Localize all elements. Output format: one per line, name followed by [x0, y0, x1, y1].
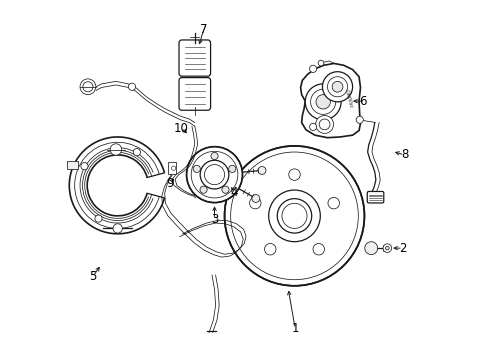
Circle shape	[265, 243, 276, 255]
Circle shape	[172, 166, 176, 170]
Circle shape	[229, 165, 236, 172]
Circle shape	[224, 146, 365, 286]
Circle shape	[193, 165, 200, 172]
Text: 7: 7	[200, 23, 207, 36]
Circle shape	[313, 243, 324, 255]
FancyBboxPatch shape	[179, 78, 211, 110]
Circle shape	[252, 194, 260, 202]
Circle shape	[316, 95, 330, 109]
Circle shape	[83, 82, 93, 92]
Circle shape	[81, 163, 88, 170]
Circle shape	[310, 123, 317, 131]
FancyBboxPatch shape	[368, 192, 384, 203]
Circle shape	[95, 215, 102, 222]
Text: 1: 1	[292, 322, 299, 335]
Circle shape	[386, 246, 389, 250]
Text: 10: 10	[174, 122, 189, 135]
Text: 2: 2	[399, 242, 407, 255]
Text: 8: 8	[401, 148, 408, 161]
Circle shape	[383, 244, 392, 252]
FancyBboxPatch shape	[179, 40, 211, 76]
Bar	[68, 161, 78, 169]
Circle shape	[113, 224, 122, 233]
Text: 3: 3	[211, 213, 218, 226]
Circle shape	[289, 169, 300, 180]
Circle shape	[222, 186, 229, 193]
Polygon shape	[69, 137, 165, 234]
Text: 6: 6	[360, 95, 367, 108]
Circle shape	[211, 152, 218, 159]
Circle shape	[310, 65, 317, 72]
Bar	[168, 162, 176, 174]
Circle shape	[187, 147, 243, 203]
Circle shape	[128, 83, 136, 90]
Circle shape	[332, 81, 343, 92]
Circle shape	[80, 79, 96, 95]
Circle shape	[110, 144, 122, 155]
Circle shape	[133, 149, 141, 156]
Text: 5: 5	[89, 270, 96, 283]
Circle shape	[305, 84, 341, 120]
Circle shape	[249, 197, 261, 209]
Circle shape	[328, 197, 340, 209]
Text: 4: 4	[230, 186, 238, 199]
Circle shape	[318, 60, 324, 66]
Circle shape	[316, 116, 334, 134]
Text: 9: 9	[166, 177, 173, 190]
Circle shape	[356, 116, 364, 123]
Polygon shape	[300, 63, 361, 138]
Circle shape	[258, 167, 266, 174]
Circle shape	[365, 242, 378, 255]
Circle shape	[200, 186, 207, 193]
Text: Cadillac: Cadillac	[344, 89, 354, 109]
Circle shape	[322, 72, 353, 102]
